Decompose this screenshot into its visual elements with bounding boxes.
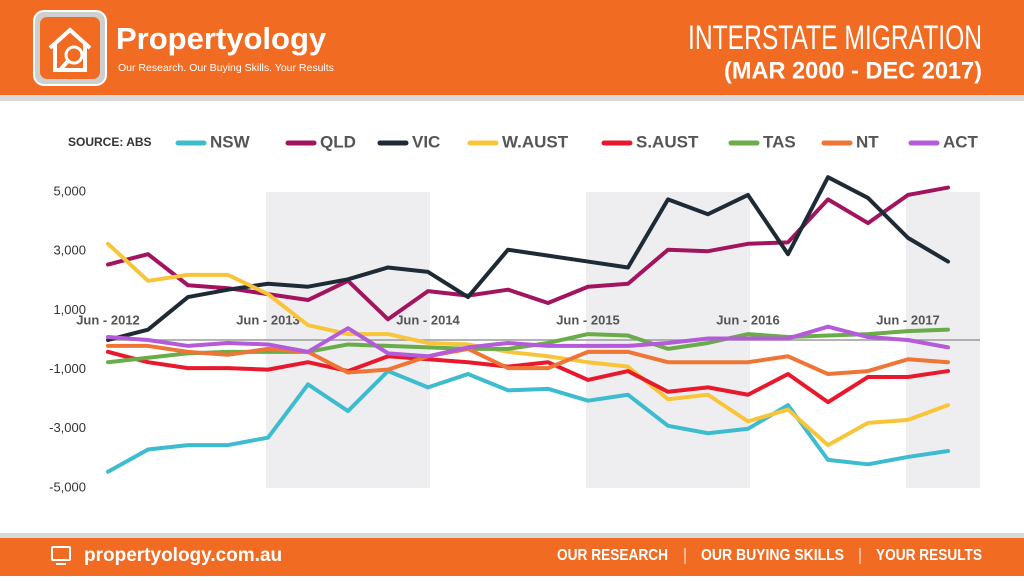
x-tick-label: Jun - 2013 — [236, 312, 300, 327]
logo-lens — [64, 45, 84, 65]
legend-label: S.AUST — [636, 132, 699, 151]
series-line — [106, 343, 950, 377]
y-tick-label: -5,000 — [49, 479, 86, 494]
subtitle: (MAR 2000 - DEC 2017) — [724, 57, 982, 84]
footer-link[interactable]: OUR BUYING SKILLS — [701, 547, 844, 564]
header-shadow — [0, 95, 1024, 101]
legend-label: NSW — [210, 132, 251, 151]
title: INTERSTATE MIGRATION — [688, 19, 982, 57]
x-tick-label: Jun - 2016 — [716, 312, 780, 327]
footer-shadow — [0, 533, 1024, 538]
source: SOURCE: ABS — [68, 135, 152, 149]
series-line — [106, 369, 950, 474]
header-band — [0, 0, 1024, 95]
legend-label: W.AUST — [502, 132, 569, 151]
legend-label: QLD — [320, 132, 356, 151]
y-tick-label: -3,000 — [49, 420, 86, 435]
legend-label: ACT — [943, 132, 979, 151]
series-line — [106, 349, 950, 405]
legend-label: VIC — [412, 132, 440, 151]
legend-label: TAS — [763, 132, 796, 151]
y-tick-label: -1,000 — [49, 361, 86, 376]
monitor-icon — [51, 546, 71, 561]
tagline: Our Research. Our Buying Skills. Your Re… — [118, 62, 334, 74]
plot: -5,000 -3,000 -1,000 1,000 3,000 5,000 Jun - 2… — [49, 132, 980, 494]
logo-handle — [58, 59, 70, 72]
series-line — [106, 175, 950, 342]
footer-link[interactable]: OUR RESEARCH — [557, 547, 668, 564]
x-tick-label: Jun - 2014 — [396, 312, 460, 327]
y-tick-label: 1,000 — [53, 302, 86, 317]
series-line — [106, 241, 950, 448]
footer-band — [0, 538, 1024, 576]
footer-link[interactable]: YOUR RESULTS — [876, 547, 982, 564]
logo-house — [48, 27, 92, 72]
x-tick-label: Jun - 2015 — [556, 312, 620, 327]
y-tick-label: 5,000 — [53, 183, 86, 198]
series-line — [106, 324, 950, 359]
website[interactable]: propertyology.com.au — [84, 545, 282, 566]
brand: Propertyology — [116, 21, 327, 56]
series-line — [106, 185, 950, 322]
x-tick-label: Jun - 2017 — [876, 312, 940, 327]
legend-label: NT — [856, 132, 879, 151]
y-tick-label: 3,000 — [53, 243, 86, 258]
x-tick-label: Jun - 2012 — [76, 312, 140, 327]
